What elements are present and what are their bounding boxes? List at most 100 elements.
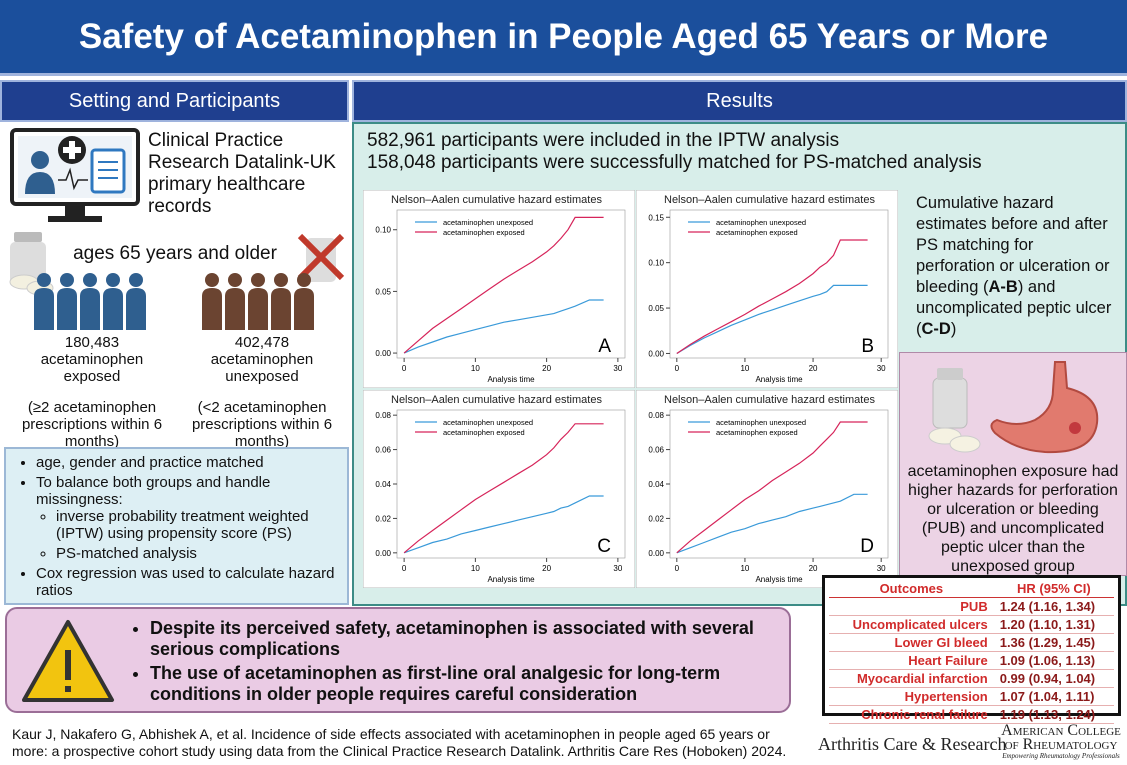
y-tick-label: 0.04 <box>375 480 391 489</box>
legend-label: acetaminophen unexposed <box>443 218 533 227</box>
table-row: Chronic renal failure 1.19 (1.13, 1.24) <box>829 706 1114 724</box>
x-tick-label: 30 <box>877 564 886 573</box>
hazard-ratio: 0.99 (0.94, 1.04) <box>999 671 1096 686</box>
hazard-line <box>676 493 868 554</box>
people-icon <box>34 273 146 330</box>
y-tick-label: 0.00 <box>648 549 664 558</box>
tbody-element: PUB 1.24 (1.16, 1.34) Uncomplicated ulcers… <box>829 598 1114 724</box>
group-note: (≥2 acetaminophen prescriptions within 6… <box>21 399 163 450</box>
y-tick-label: 0.06 <box>648 446 664 455</box>
rect-element <box>63 147 81 153</box>
group-box: 180,483 acetaminophen exposed (≥2 acetami… <box>12 334 172 450</box>
panel-label: D <box>860 536 874 557</box>
methods-list: age, gender and practice matched To bala… <box>14 454 339 599</box>
plot-frame <box>396 209 626 359</box>
x-tick-label: 0 <box>675 364 680 373</box>
person-body <box>34 288 54 330</box>
hazard-ratio: 1.07 (1.04, 1.11) <box>999 689 1095 704</box>
path-element <box>990 361 1099 454</box>
person-head <box>83 273 97 287</box>
chart-description: Cumulative hazard estimates before and a… <box>916 193 1116 340</box>
x-tick-label: 20 <box>542 364 551 373</box>
bullet: Cox regression was used to calculate haz… <box>36 565 339 599</box>
person-body <box>126 288 146 330</box>
person-head <box>297 273 311 287</box>
group-label: acetaminophen exposed <box>40 351 144 385</box>
x-tick-label: 20 <box>809 364 818 373</box>
outcome: Chronic renal failure <box>861 707 988 722</box>
x-tick-label: 30 <box>877 364 886 373</box>
results-summary: 582,961 participants were included in th… <box>367 130 982 174</box>
circle-element <box>1069 422 1081 434</box>
person-head <box>106 273 120 287</box>
stomach-icon <box>928 361 1099 454</box>
pill-icon <box>9 232 54 296</box>
y-tick-label: 0.02 <box>648 514 664 523</box>
x-axis-label: Analysis time <box>755 575 803 584</box>
y-tick-label: 0.06 <box>375 446 391 455</box>
person-body <box>271 288 291 330</box>
person-head <box>37 273 51 287</box>
description-text: ) and uncomplicated peptic ulcer ( <box>916 278 1112 338</box>
person-body <box>202 288 222 330</box>
chart-title: Nelson–Aalen cumulative hazard estimates <box>391 394 602 406</box>
monitor-icon <box>10 128 140 222</box>
y-tick-label: 0.15 <box>648 213 664 222</box>
x-tick-label: 10 <box>471 564 480 573</box>
bullet: age, gender and practice matched <box>36 454 339 471</box>
rect-element <box>932 377 968 429</box>
hazard-line <box>676 284 868 355</box>
journal: Arthritis Care & Research <box>818 734 1007 754</box>
hazard-line <box>676 239 868 354</box>
finding-text: acetaminophen exposure had higher hazard… <box>907 463 1119 575</box>
x-tick-label: 0 <box>402 564 407 573</box>
chart-title: Nelson–Aalen cumulative hazard estimates <box>664 394 875 406</box>
person-head <box>60 273 74 287</box>
y-tick-label: 0.05 <box>375 287 391 296</box>
panel-label: B <box>861 336 874 357</box>
bullet: To balance both groups and handle missin… <box>36 474 339 562</box>
hazard-ratio: 1.20 (1.10, 1.31) <box>999 617 1096 632</box>
section-title: Setting and Participants <box>68 89 281 112</box>
description-text: C-D <box>921 320 951 338</box>
y-tick-label: 0.08 <box>648 411 664 420</box>
y-tick-label: 0.10 <box>648 259 664 268</box>
hazard-ratio: 1.24 (1.16, 1.34) <box>999 599 1096 614</box>
chart: Nelson–Aalen cumulative hazard estimates… <box>363 190 635 388</box>
legend-label: acetaminophen exposed <box>716 228 798 237</box>
sub-bullet: PS-matched analysis <box>56 545 339 562</box>
plot-frame <box>669 209 889 359</box>
outcome: PUB <box>960 599 988 614</box>
ellipse-element <box>949 435 981 453</box>
legend-label: acetaminophen exposed <box>716 428 798 437</box>
person-head <box>228 273 242 287</box>
x-tick-label: 0 <box>675 564 680 573</box>
y-tick-label: 0.00 <box>375 549 391 558</box>
table-row: Hypertension 1.07 (1.04, 1.11) <box>829 688 1114 706</box>
chart: Nelson–Aalen cumulative hazard estimates… <box>636 190 898 388</box>
x-tick-label: 10 <box>471 364 480 373</box>
summary-line: 582,961 participants were included in th… <box>367 130 840 151</box>
group-count: 180,483 <box>64 334 120 351</box>
chart-title: Nelson–Aalen cumulative hazard estimates <box>664 194 875 206</box>
y-tick-label: 0.02 <box>375 514 391 523</box>
x-tick-label: 10 <box>740 364 749 373</box>
conclusion: Despite its perceived safety, acetaminop… <box>150 618 780 660</box>
description-text: A-B <box>988 278 1018 296</box>
table-row: Heart Failure 1.09 (1.06, 1.13) <box>829 652 1114 670</box>
panel-label: A <box>598 336 611 357</box>
section-header: Setting and Participants <box>0 80 349 122</box>
table-row: Myocardial infarction 0.99 (0.94, 1.04) <box>829 670 1114 688</box>
table: Outcomes HR (95% CI) PUB 1.24 (1.16, 1.34… <box>829 580 1114 724</box>
rect-element <box>65 650 71 680</box>
thead-element: Outcomes HR (95% CI) <box>829 580 1114 598</box>
y-tick-label: 0.00 <box>375 349 391 358</box>
rect-element <box>65 686 71 692</box>
hazard-ratio: 1.36 (1.29, 1.45) <box>999 635 1096 650</box>
hazard-line <box>403 299 604 354</box>
group-box: 402,478 acetaminophen unexposed (<2 aceta… <box>182 334 342 450</box>
x-tick-label: 20 <box>542 564 551 573</box>
x-tick-label: 10 <box>740 564 749 573</box>
